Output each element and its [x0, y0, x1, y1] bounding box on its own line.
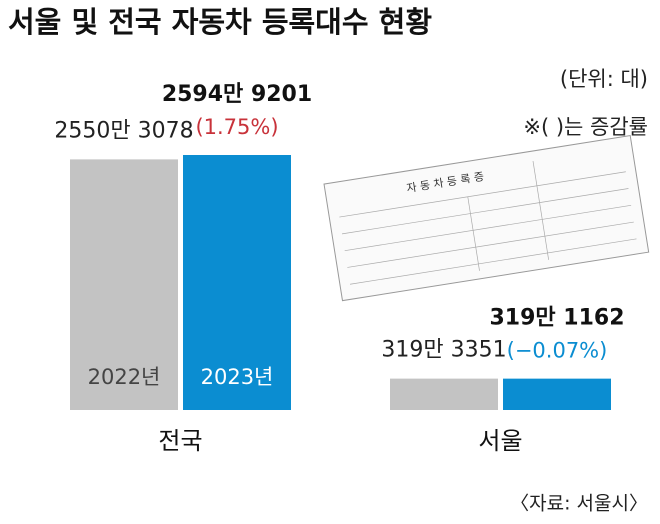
bar: [503, 378, 611, 410]
legend-label: 2022년: [88, 365, 161, 389]
legend-label: 2023년: [201, 365, 274, 389]
bar: [183, 155, 291, 410]
value-label: 319만 1162: [489, 306, 624, 331]
certificate-lines: [339, 161, 637, 285]
chart-title: 서울 및 전국 자동차 등록대수 현황: [8, 5, 432, 39]
source: 〈자료: 서울시〉: [510, 493, 648, 515]
certificate-illustration: 자 동 차 등 록 증: [323, 135, 650, 302]
value-label: 2594만 9201: [162, 82, 312, 107]
value-label: 2550만 3078: [54, 118, 193, 143]
x-tick-label: 전국: [158, 427, 202, 455]
value-label: 319만 3351: [381, 338, 506, 363]
change-label: (−0.07%): [507, 339, 608, 363]
unit-note: (단위: 대): [560, 67, 648, 91]
bar: [390, 378, 498, 410]
certificate-paper: [323, 135, 650, 302]
x-tick-label: 서울: [478, 427, 522, 455]
bar: [70, 159, 178, 410]
change-note: ※( )는 증감률: [523, 115, 648, 139]
change-label: (1.75%): [195, 115, 278, 139]
